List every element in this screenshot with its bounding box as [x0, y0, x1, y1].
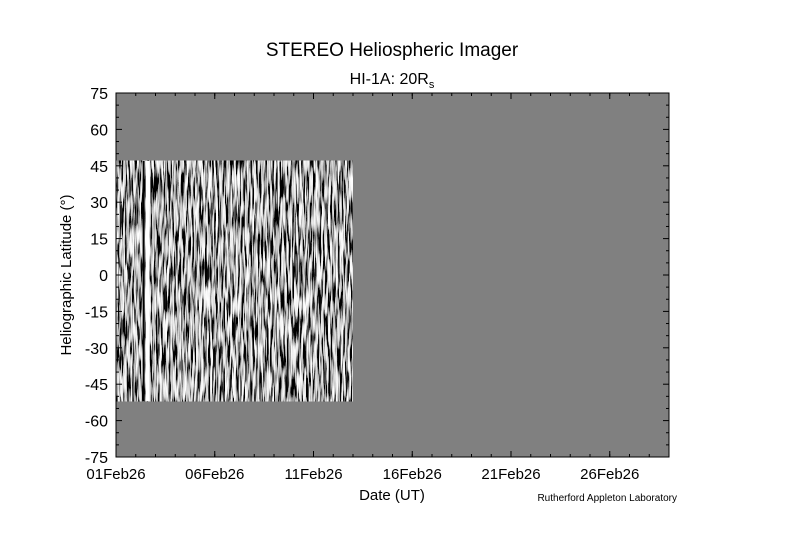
credit-label: Rutherford Appleton Laboratory	[537, 493, 677, 504]
data-region-texture-overlay	[116, 160, 353, 402]
chart-subtitle: HI-1A: 20Rs	[350, 71, 435, 91]
x-tick-label: 21Feb26	[481, 466, 540, 483]
x-tick-label: 06Feb26	[185, 466, 244, 483]
y-axis: 75 60 45 30 15 0 -15 -30 -45 -60 -75	[85, 86, 669, 467]
data-gap-edge	[142, 160, 145, 402]
y-tick-label: -60	[85, 414, 108, 431]
x-tick-label: 26Feb26	[580, 466, 639, 483]
chart-title: STEREO Heliospheric Imager	[266, 40, 519, 61]
y-tick-label: 30	[90, 195, 108, 212]
y-tick-label: -15	[85, 304, 108, 321]
y-tick-label: 0	[99, 268, 108, 285]
y-axis-label: Heliographic Latitude (°)	[58, 194, 75, 355]
x-tick-label: 16Feb26	[383, 466, 442, 483]
y-tick-label: 15	[90, 232, 108, 249]
x-tick-label: 11Feb26	[284, 466, 342, 483]
y-tick-label: 45	[90, 159, 108, 176]
y-tick-label: 75	[90, 86, 108, 103]
y-tick-label: -75	[85, 450, 108, 467]
x-axis: 01Feb26 06Feb26 11Feb26 16Feb26 21Feb26 26Feb…	[86, 93, 670, 483]
chart-subtitle-subscript: s	[429, 79, 435, 91]
x-axis-label: Date (UT)	[359, 487, 425, 504]
data-gap	[145, 160, 150, 402]
y-tick-label: 60	[90, 122, 108, 139]
data-region	[116, 160, 353, 402]
x-tick-label: 01Feb26	[86, 466, 145, 483]
y-tick-label: -30	[85, 341, 108, 358]
y-tick-label: -45	[85, 377, 108, 394]
chart-subtitle-main: HI-1A: 20R	[350, 71, 429, 88]
